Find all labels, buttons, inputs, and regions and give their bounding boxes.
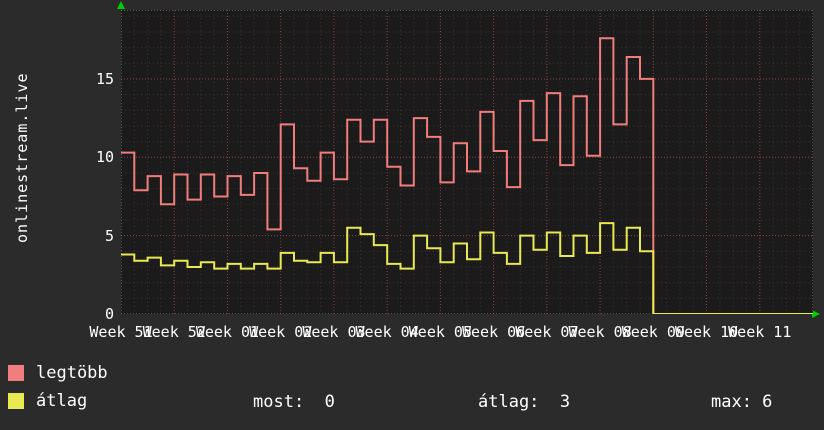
legend-label-legtobb: legtöbb — [36, 363, 108, 383]
x-tick-label: Week 05 — [408, 323, 472, 341]
x-tick-label: Week 11 — [728, 323, 792, 341]
x-tick-label: Week 03 — [302, 323, 366, 341]
legend-row-legtobb: legtöbb — [8, 363, 108, 383]
y-tick-label: 5 — [104, 226, 114, 245]
legend-swatch — [8, 393, 24, 409]
y-axis-label: onlinestream.live — [13, 72, 31, 243]
y-tick-label: 15 — [95, 69, 114, 88]
y-tick-label: 0 — [104, 305, 114, 323]
plot-svg — [121, 10, 813, 314]
legend-row-atlag: átlag — [8, 391, 87, 411]
x-tick-label: Week 10 — [674, 323, 739, 341]
y-axis-arrow-icon — [117, 1, 125, 9]
x-tick-label: Week 51 — [89, 323, 153, 341]
x-axis-arrow-icon — [812, 310, 820, 318]
legend-label-atlag: átlag — [36, 391, 88, 411]
stat-max: max: 6 — [711, 392, 773, 412]
legend-swatch — [8, 365, 24, 381]
x-tick-label: Week 07 — [515, 323, 579, 341]
y-tick-label: 10 — [95, 148, 114, 167]
x-tick-label: Week 02 — [249, 323, 313, 341]
x-tick-label: Week 09 — [621, 323, 685, 341]
stat-most: most: 0 — [253, 392, 335, 412]
x-tick-label: Week 06 — [462, 323, 526, 341]
x-tick-label: Week 08 — [568, 323, 632, 341]
x-tick-label: Week 04 — [355, 323, 419, 341]
x-tick-label: Week 52 — [142, 323, 206, 341]
stat-atlag: átlag: 3 — [478, 392, 571, 412]
x-tick-label: Week 01 — [195, 323, 260, 341]
